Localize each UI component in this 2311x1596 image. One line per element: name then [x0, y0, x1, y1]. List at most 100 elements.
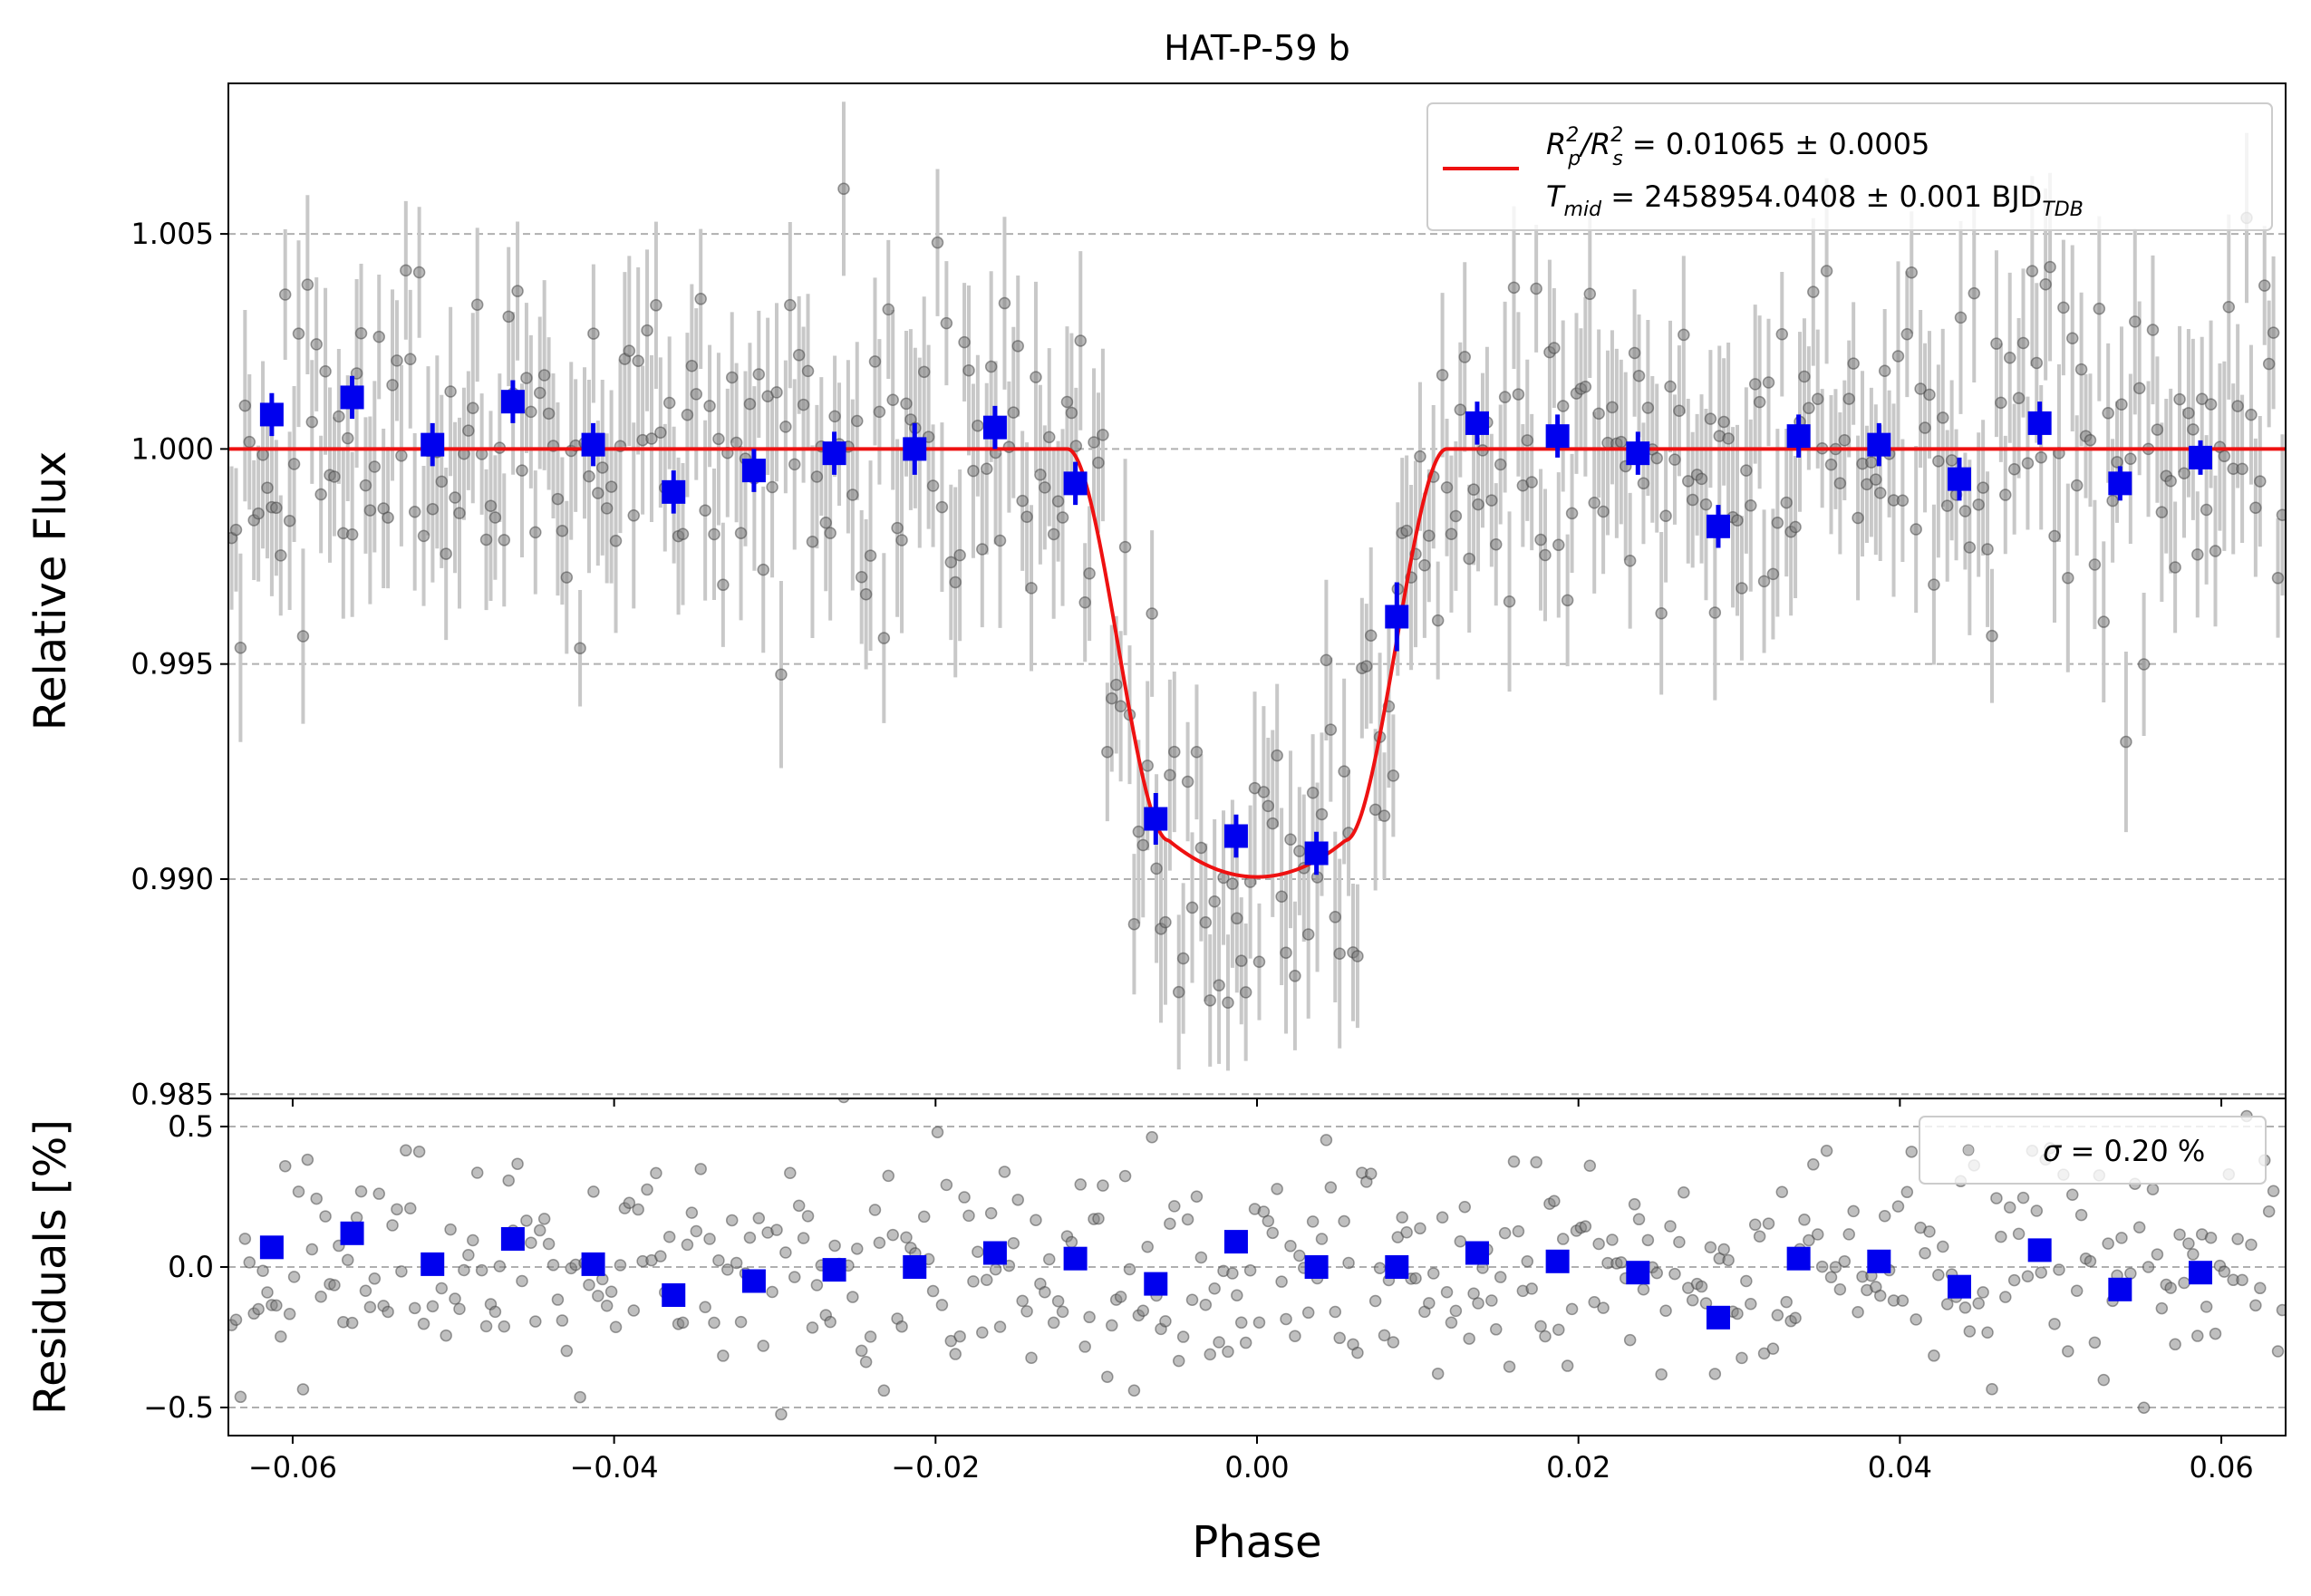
raw-flux-point [2218, 450, 2231, 463]
residual-point [467, 1233, 479, 1247]
residual-point [462, 1249, 475, 1262]
residual-point [1655, 1368, 1668, 1381]
residual-point [1378, 1329, 1391, 1342]
raw-flux-point [1289, 970, 1301, 982]
raw-flux-point [502, 310, 515, 324]
residual-point [1748, 1218, 1762, 1232]
residual-point [341, 1253, 354, 1267]
raw-flux-point [1114, 700, 1127, 713]
raw-flux-point [1431, 614, 1445, 627]
raw-flux-point [604, 480, 618, 493]
raw-flux-point [1315, 808, 1329, 821]
raw-flux-point [797, 398, 810, 411]
raw-flux-point [1204, 994, 1216, 1007]
raw-flux-point [1807, 285, 1820, 298]
chart-title: HAT-P-59 b [1164, 28, 1349, 68]
raw-flux-point [877, 632, 891, 644]
raw-flux-point [627, 509, 641, 522]
residual-point [1534, 1320, 1547, 1333]
residual-point [529, 1315, 542, 1328]
residual-point [2053, 1263, 2065, 1276]
raw-flux-point [1494, 458, 1507, 471]
residual-point [261, 1286, 274, 1299]
binned-flux-point [2189, 445, 2213, 469]
bottom-y-tick-label: 0.0 [168, 1250, 214, 1284]
residual-point [1910, 1313, 1922, 1326]
residual-point [1641, 1233, 1655, 1247]
raw-flux-point [520, 372, 533, 384]
raw-flux-point [2151, 423, 2164, 436]
raw-flux-point [2030, 356, 2044, 370]
residual-point [1025, 1351, 1038, 1365]
raw-flux-point [650, 299, 662, 312]
residual-point [1811, 1228, 1824, 1241]
raw-flux-point [2236, 462, 2248, 476]
residual-point [851, 1243, 864, 1255]
raw-flux-point [1199, 916, 1213, 929]
model-legend: R2 p/R2 s = 0.01065 ± 0.0005 Tmid = 245895… [1426, 102, 2273, 231]
residual-point [1409, 1272, 1422, 1285]
raw-flux-point [1606, 401, 1619, 414]
binned-flux-point [1626, 441, 1650, 466]
raw-flux-point [1449, 509, 1463, 523]
residual-legend-text: σ = 0.20 % [2043, 1134, 2205, 1168]
residual-point [650, 1166, 662, 1180]
raw-flux-point [846, 488, 859, 501]
raw-flux-points [228, 182, 2286, 1010]
raw-flux-point [283, 514, 296, 527]
residual-point [1579, 1220, 1592, 1233]
residual-point [2262, 1204, 2276, 1218]
binned-residual-points [259, 1221, 2213, 1330]
residual-point [1833, 1282, 1847, 1296]
residual-point [537, 1213, 551, 1225]
residual-point [2062, 1345, 2074, 1358]
raw-flux-point [1833, 477, 1847, 489]
top-y-tick-label: 0.995 [131, 647, 214, 682]
residual-point [587, 1185, 600, 1198]
raw-flux-point [1101, 745, 1114, 759]
binned-flux-point [1786, 424, 1811, 449]
residual-point [1234, 1316, 1248, 1330]
residual-point [2102, 1237, 2114, 1250]
residual-point [1275, 1275, 1288, 1288]
raw-flux-point [2146, 324, 2160, 336]
raw-flux-point [743, 398, 757, 411]
residual-point [498, 1320, 511, 1333]
residual-point [574, 1390, 586, 1404]
residual-point [1940, 1298, 1954, 1311]
raw-flux-point [1069, 440, 1083, 452]
raw-flux-point [1065, 406, 1078, 420]
raw-flux-point [1910, 523, 1922, 536]
raw-flux-point [1757, 575, 1771, 588]
raw-flux-point [256, 449, 269, 461]
raw-flux-point [1981, 543, 1994, 556]
residual-point [757, 1340, 769, 1352]
raw-flux-point [292, 327, 305, 340]
residual-point [900, 1231, 913, 1244]
raw-flux-point [645, 432, 658, 445]
raw-flux-point [2084, 433, 2097, 447]
raw-flux-point [1708, 606, 1722, 619]
residual-point [2254, 1282, 2267, 1295]
raw-flux-point [2209, 545, 2222, 557]
raw-flux-point [333, 410, 345, 423]
residual-point [551, 1293, 565, 1306]
raw-flux-point [1865, 456, 1878, 469]
raw-flux-point [1257, 786, 1271, 798]
raw-flux-point [2026, 265, 2039, 277]
residual-point [363, 1301, 377, 1313]
raw-flux-point [1632, 369, 1646, 382]
raw-flux-point [537, 369, 551, 382]
raw-flux-point [511, 285, 524, 297]
residual-point [1445, 1316, 1458, 1330]
binned-residual-point [1947, 1274, 1971, 1299]
raw-flux-point [958, 335, 971, 349]
raw-flux-point [1900, 328, 1914, 341]
residual-point [837, 1098, 850, 1104]
residual-point [1289, 1330, 1301, 1342]
residual-point [1127, 1384, 1141, 1397]
raw-flux-point [1597, 505, 1610, 518]
top-y-tick-label: 1.000 [131, 431, 214, 466]
raw-flux-point [467, 401, 479, 415]
residual-point [386, 1219, 399, 1232]
